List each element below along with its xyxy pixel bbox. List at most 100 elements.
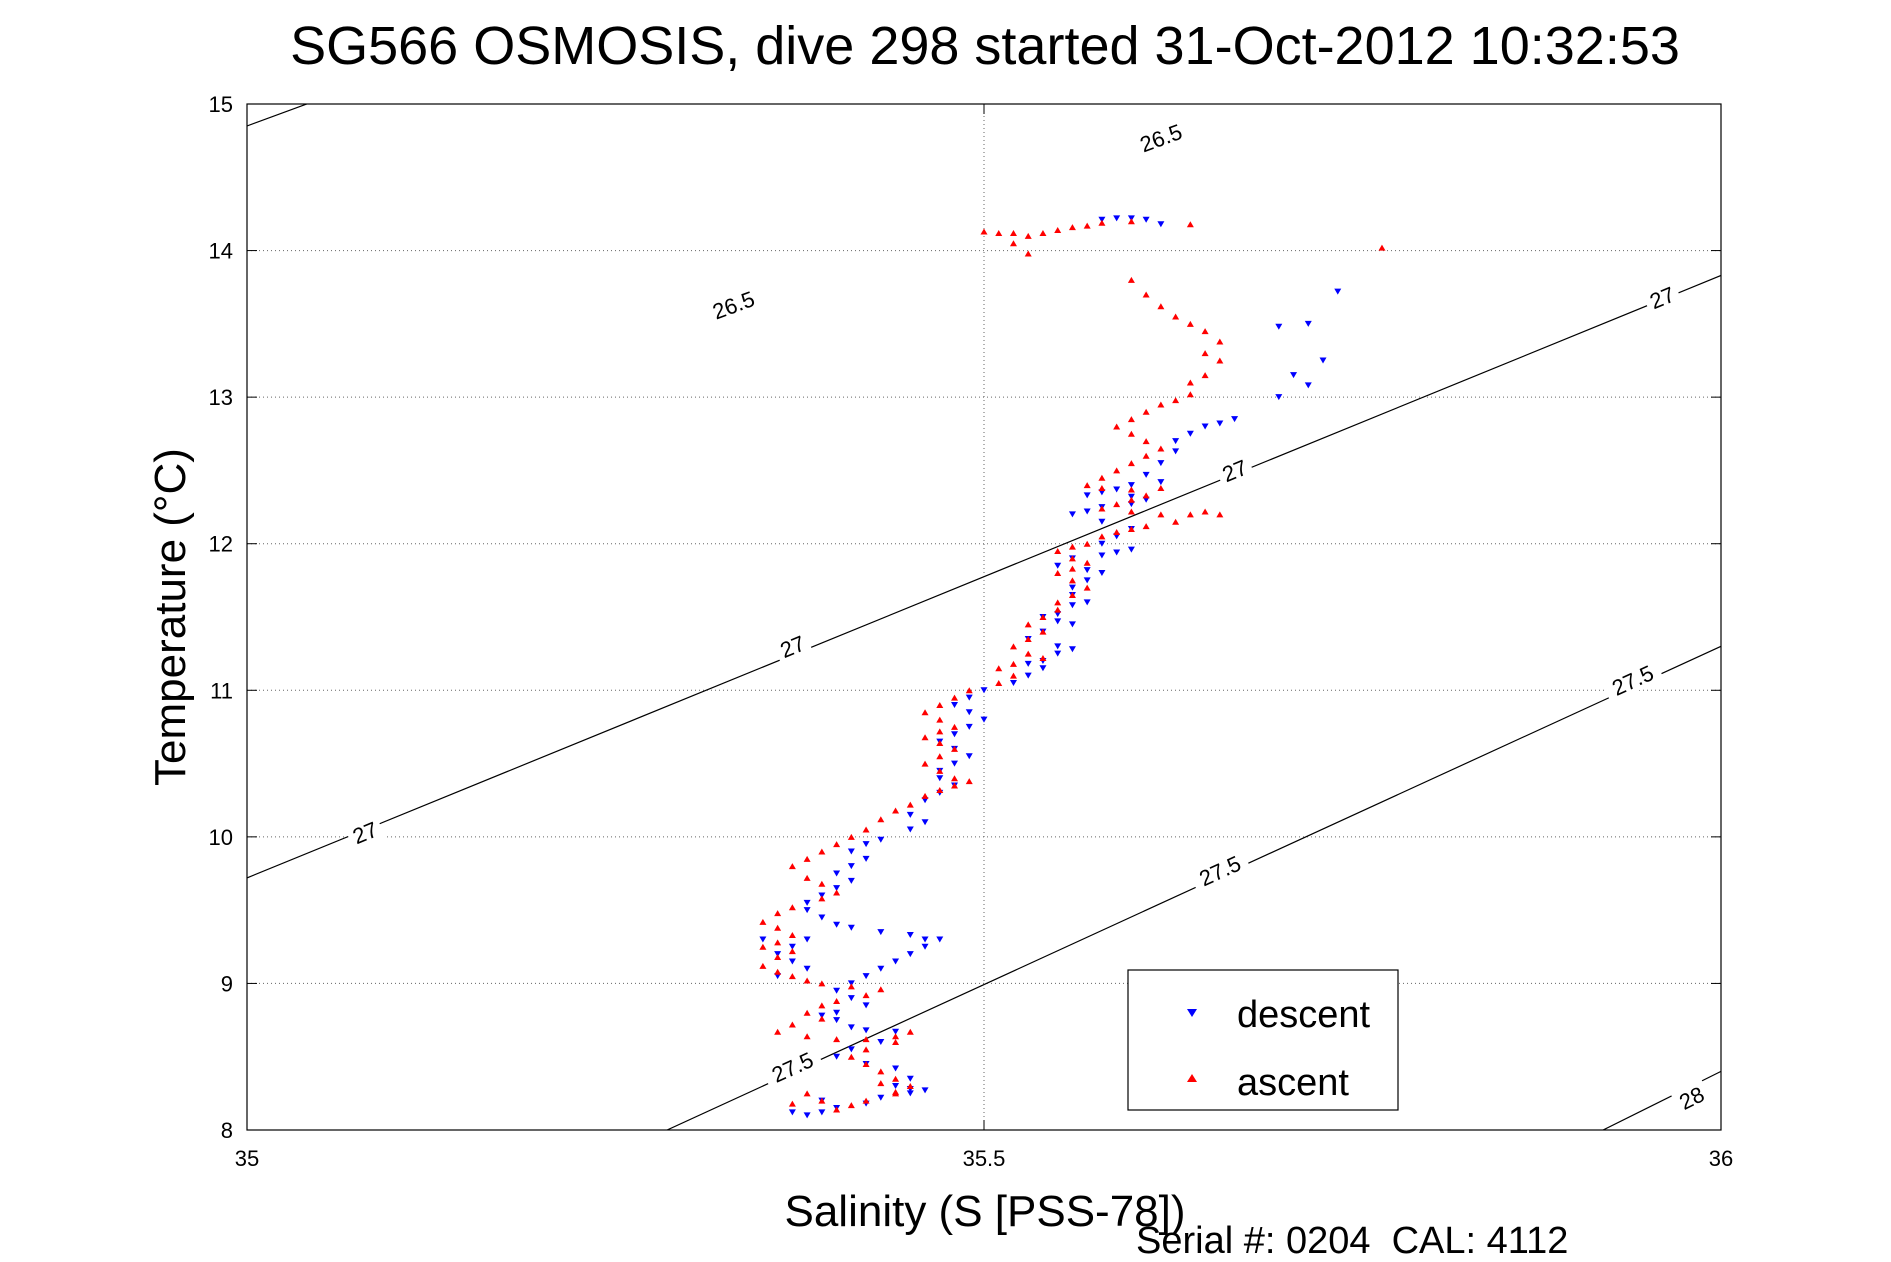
ascent-point: [1024, 650, 1032, 657]
chart-title: SG566 OSMOSIS, dive 298 started 31-Oct-2…: [290, 16, 1680, 76]
ascent-point: [1009, 660, 1017, 667]
descent-point: [921, 943, 929, 950]
descent-point: [906, 826, 914, 833]
ascent-point: [862, 1046, 870, 1053]
ascent-point: [1068, 592, 1076, 599]
ascent-point: [759, 962, 767, 969]
descent-point: [833, 1009, 841, 1016]
ascent-point: [847, 833, 855, 840]
ascent-point: [847, 1102, 855, 1109]
ascent-point: [936, 728, 944, 735]
descent-point: [847, 863, 855, 870]
ascent-point: [1127, 460, 1135, 467]
ascent-point: [818, 980, 826, 987]
serial-cal-footer: Serial #: 0204 CAL: 4112: [1136, 1220, 1568, 1262]
contour-label-background: [344, 814, 386, 850]
descent-point: [1054, 562, 1062, 569]
descent-point: [1068, 646, 1076, 653]
y-tick-label: 9: [221, 971, 233, 996]
ascent-point: [1054, 570, 1062, 577]
ascent-point: [803, 977, 811, 984]
ascent-point: [818, 848, 826, 855]
descent-point: [1083, 599, 1091, 606]
descent-point: [1157, 221, 1165, 228]
descent-point: [833, 1017, 841, 1024]
descent-point: [921, 1087, 929, 1094]
descent-point: [1290, 372, 1298, 379]
descent-point: [1054, 643, 1062, 650]
ascent-point: [1216, 357, 1224, 364]
ascent-point: [1186, 320, 1194, 327]
ascent-point: [788, 863, 796, 870]
contour-label-background: [1641, 279, 1683, 316]
ascent-point: [877, 816, 885, 823]
ascent-point: [892, 1033, 900, 1040]
descent-point: [818, 1109, 826, 1116]
descent-point: [1054, 650, 1062, 657]
descent-point: [803, 907, 811, 914]
descent-point: [847, 995, 855, 1002]
descent-point: [1275, 323, 1283, 330]
descent-point: [862, 973, 870, 980]
x-axis-label: Salinity (S [PSS-78]): [784, 1187, 1185, 1236]
ascent-point: [1068, 224, 1076, 231]
y-tick-label: 11: [210, 678, 233, 703]
ascent-point: [892, 807, 900, 814]
descent-point: [906, 951, 914, 958]
ascent-point: [788, 973, 796, 980]
descent-point: [862, 1002, 870, 1009]
descent-point: [1098, 570, 1106, 577]
descent-point: [1319, 357, 1327, 364]
legend-item-ascent: ascent: [1187, 1062, 1349, 1104]
x-tick-label: 36: [1709, 1146, 1733, 1171]
ascent-point: [1378, 244, 1386, 251]
ascent-point: [1098, 505, 1106, 512]
ascent-point: [1186, 221, 1194, 228]
descent-point: [1024, 660, 1032, 667]
ascent-point: [921, 792, 929, 799]
descent-point: [877, 929, 885, 936]
descent-point: [862, 855, 870, 862]
ascent-point: [1216, 511, 1224, 518]
descent-point: [1275, 394, 1283, 401]
descent-point: [1024, 672, 1032, 679]
ascent-point: [965, 687, 973, 694]
legend-ascent-label: ascent: [1237, 1062, 1349, 1104]
ascent-point: [1054, 548, 1062, 555]
ascent-point: [1142, 438, 1150, 445]
descent-point: [1083, 567, 1091, 574]
descent-point: [803, 899, 811, 906]
y-tick-label: 15: [209, 92, 233, 117]
ascent-point: [1127, 496, 1135, 503]
contour-line-27: [247, 274, 1721, 879]
ascent-point: [951, 782, 959, 789]
ascent-point: [1172, 313, 1180, 320]
contour-label-background: [702, 283, 765, 327]
ascent-point: [862, 1036, 870, 1043]
descent-point: [892, 958, 900, 965]
ascent-point: [1142, 452, 1150, 459]
y-tick-label: 13: [209, 385, 233, 410]
descent-point: [803, 965, 811, 972]
descent-point: [877, 1094, 885, 1101]
ascent-point: [862, 992, 870, 999]
y-axis-label: Temperature (°C): [146, 448, 195, 786]
contour-label-background: [761, 1043, 824, 1090]
ascent-point: [774, 924, 782, 931]
ascent-point: [803, 855, 811, 862]
ascent-point: [1068, 543, 1076, 550]
ascent-point: [936, 716, 944, 723]
descent-point: [921, 936, 929, 943]
ascent-point: [803, 1009, 811, 1016]
ascent-point: [1201, 508, 1209, 515]
ascent-point: [818, 1015, 826, 1022]
ascent-point: [1024, 250, 1032, 257]
ascent-point: [921, 709, 929, 716]
ascent-point: [1024, 635, 1032, 642]
ascent-point: [774, 954, 782, 961]
ascent-point: [906, 801, 914, 808]
ascent-point: [1024, 621, 1032, 628]
descent-point: [1068, 584, 1076, 591]
x-tick-label: 35.5: [963, 1146, 1006, 1171]
